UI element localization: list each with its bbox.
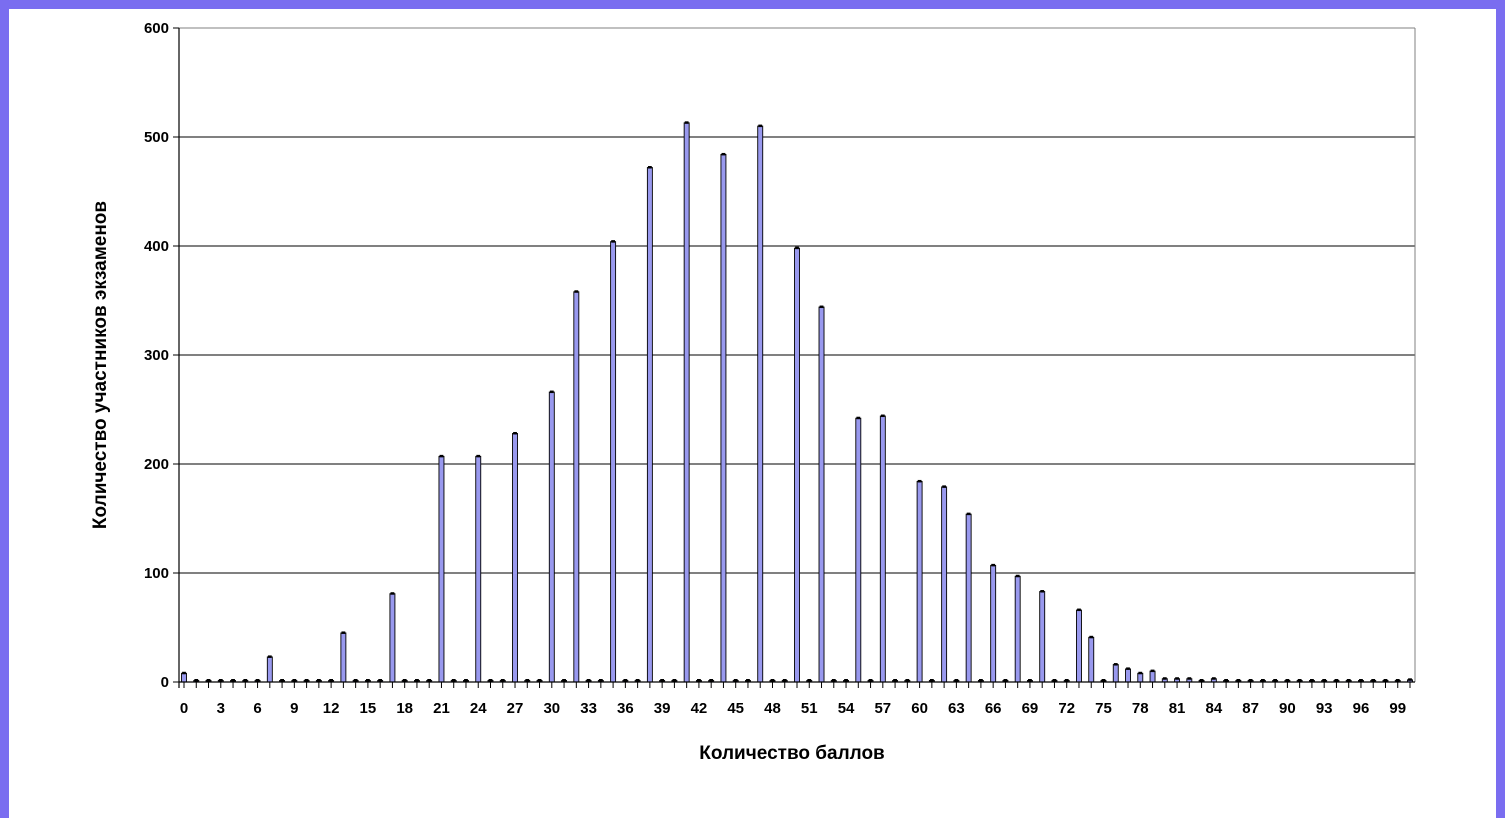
bar xyxy=(879,414,886,683)
bar xyxy=(965,512,972,683)
bar xyxy=(794,246,800,683)
bar xyxy=(181,671,187,683)
bar xyxy=(941,485,948,683)
x-tick-label: 96 xyxy=(1353,700,1370,717)
bar xyxy=(1014,574,1021,683)
y-tick-label: 600 xyxy=(144,20,169,37)
bar xyxy=(610,240,617,683)
x-tick-label: 12 xyxy=(323,700,340,717)
bar xyxy=(757,124,764,683)
x-tick-label: 45 xyxy=(727,700,744,717)
x-tick-label: 48 xyxy=(764,700,781,717)
bar xyxy=(990,563,997,683)
x-tick-label: 84 xyxy=(1205,700,1222,717)
x-tick-label: 51 xyxy=(801,700,818,717)
bar xyxy=(1161,677,1168,683)
x-tick-label: 63 xyxy=(948,700,965,717)
bar xyxy=(1112,663,1119,683)
bar xyxy=(475,454,482,683)
x-tick-label: 93 xyxy=(1316,700,1333,717)
bar xyxy=(266,655,273,683)
x-tick-label: 69 xyxy=(1022,700,1039,717)
bar xyxy=(389,592,396,683)
x-tick-label: 66 xyxy=(985,700,1002,717)
x-tick-label: 54 xyxy=(838,700,855,717)
x-tick-label: 78 xyxy=(1132,700,1149,717)
axes xyxy=(173,27,1416,688)
x-tick-label: 87 xyxy=(1242,700,1259,717)
bar xyxy=(916,479,923,683)
x-tick-label: 24 xyxy=(470,700,487,717)
bar xyxy=(683,121,690,683)
x-tick-label: 3 xyxy=(217,700,225,717)
x-axis-title: Количество баллов xyxy=(699,743,885,764)
y-tick-label: 500 xyxy=(144,129,169,146)
bar xyxy=(1137,671,1144,683)
x-tick-label: 60 xyxy=(911,700,928,717)
x-tick-label: 33 xyxy=(580,700,597,717)
x-tick-label: 18 xyxy=(396,700,413,717)
bar xyxy=(340,631,347,683)
x-tick-label: 9 xyxy=(290,700,298,717)
bar xyxy=(1149,669,1156,683)
bar xyxy=(438,454,445,683)
x-tick-label: 72 xyxy=(1058,700,1075,717)
chart-frame: 0 100 200 300 400 500 600 0 3 6 9 12 15 18 21 24 27 30 33 3… xyxy=(9,9,1496,818)
bar xyxy=(646,166,653,683)
bar xyxy=(1039,590,1046,683)
x-tick-label: 36 xyxy=(617,700,634,717)
x-tick-label: 42 xyxy=(691,700,708,717)
y-axis-title: Количество участников экзаменов xyxy=(90,201,111,529)
bar xyxy=(720,152,727,683)
y-tick-label: 0 xyxy=(161,674,169,691)
x-tick-label: 30 xyxy=(543,700,560,717)
y-tick-label: 100 xyxy=(144,565,169,582)
bar xyxy=(1174,677,1181,683)
y-tick-label: 300 xyxy=(144,347,169,364)
x-tick-label: 15 xyxy=(360,700,377,717)
bar xyxy=(573,290,580,683)
bar xyxy=(1210,677,1217,683)
bar xyxy=(855,416,862,683)
bar xyxy=(512,431,518,683)
bar xyxy=(548,390,555,683)
x-tick-label: 75 xyxy=(1095,700,1112,717)
bar xyxy=(1076,608,1082,683)
y-tick-label: 400 xyxy=(144,238,169,255)
bar xyxy=(1088,635,1095,683)
y-tick-label: 200 xyxy=(144,456,169,473)
x-tick-label: 6 xyxy=(253,700,261,717)
bar xyxy=(1125,667,1131,683)
bar xyxy=(1186,677,1193,683)
x-tick-label: 99 xyxy=(1389,700,1406,717)
bars xyxy=(181,121,1413,683)
x-tick-label: 90 xyxy=(1279,700,1296,717)
x-tick-label: 0 xyxy=(180,700,188,717)
x-tick-label: 39 xyxy=(654,700,671,717)
x-tick-label: 21 xyxy=(433,700,450,717)
x-tick-label: 57 xyxy=(874,700,891,717)
x-tick-label: 81 xyxy=(1169,700,1186,717)
bar xyxy=(818,305,825,683)
x-tick-label: 27 xyxy=(507,700,524,717)
